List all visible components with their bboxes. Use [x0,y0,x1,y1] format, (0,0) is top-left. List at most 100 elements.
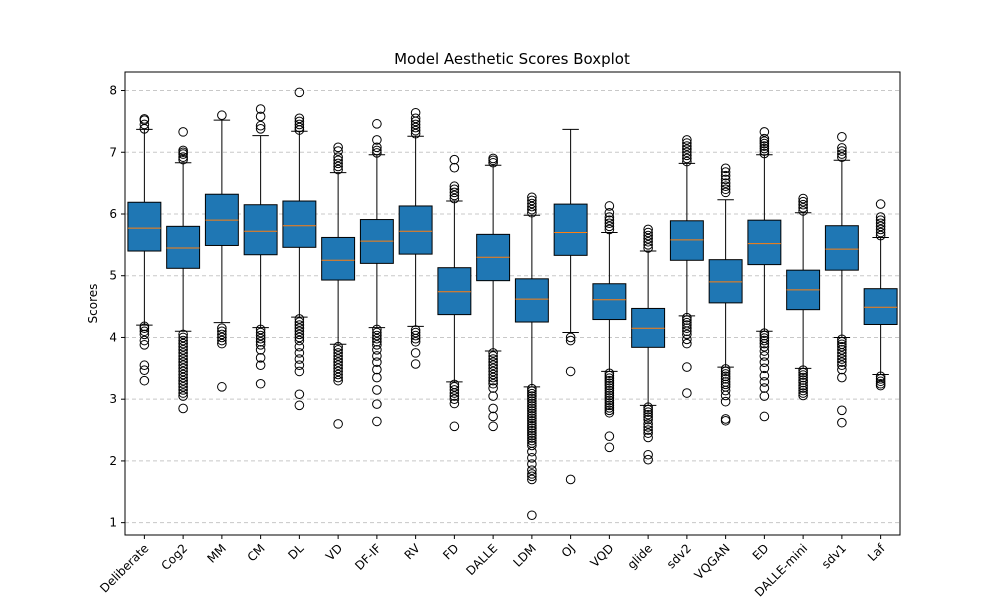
outlier-point [527,425,537,436]
outlier-point [294,314,305,324]
outlier-point [720,374,731,384]
outlier-point [798,383,808,393]
outlier-point [682,150,692,161]
outlier-point [333,354,343,364]
outlier-point [759,335,770,346]
outlier-point [720,181,731,192]
outlier-point [837,417,847,428]
outlier-point [527,201,537,212]
outlier-point [294,329,305,340]
outlier-point [294,332,305,343]
outlier-point [837,364,847,375]
outlier-point [488,403,498,414]
outlier-point [527,418,537,429]
outlier-point [294,348,305,358]
box-fd [437,200,472,383]
outlier-point [217,323,227,333]
outlier-point [178,329,188,340]
x-tick-label: sdv2 [664,541,694,571]
outlier-point [604,403,615,413]
outlier-point [604,431,615,442]
outlier-point [255,345,266,355]
outlier-point [875,221,886,232]
outlier-point [527,440,537,451]
outlier-point [720,390,731,401]
y-tick-label: 5 [109,269,117,283]
outlier-point [798,380,808,391]
outlier-point [643,449,653,460]
outlier-point [682,312,692,323]
box-body [747,219,782,266]
outlier-point [798,385,808,396]
outlier-point [837,334,847,345]
outlier-point [488,421,498,432]
outlier-point [294,323,305,333]
outlier-point [875,224,886,235]
outlier-point [333,161,343,172]
outlier-point [410,327,421,338]
outlier-point [178,372,188,383]
outlier-point [333,158,343,169]
outlier-point [759,328,770,338]
outlier-point [875,199,886,209]
outlier-point [372,357,382,367]
outlier-point [643,236,653,247]
outlier-point [449,193,460,204]
outlier-point [682,326,692,337]
outlier-point [643,428,653,438]
outlier-point [139,119,150,130]
outlier-point [759,143,770,154]
outlier-point [410,128,421,139]
box-sdv2 [669,162,704,317]
box-body [708,259,743,304]
outlier-point [720,366,731,377]
outlier-point [410,333,421,344]
outlier-point [798,203,808,213]
outlier-point [682,338,692,349]
outlier-point [759,363,770,374]
outlier-point [488,378,498,389]
outlier-point [410,330,421,341]
outlier-point [837,360,847,371]
outlier-point [875,215,886,225]
outlier-point [488,157,498,168]
outlier-point [837,132,847,142]
outlier-point [333,152,343,162]
outlier-point [488,153,498,164]
outlier-point [759,141,770,151]
plot-area-frame [124,71,901,536]
outlier-point [178,363,188,374]
outlier-point [527,406,537,416]
box-ldm [514,214,549,388]
outlier-point [798,196,808,207]
x-tick-label: LDM [511,541,539,569]
x-tick-label: Deliberate [97,541,151,595]
outlier-point [798,206,808,216]
outlier-point [139,326,150,337]
y-tick-label: 7 [109,145,117,159]
outlier-point [294,317,305,327]
outlier-point [643,454,653,465]
outlier-point [837,348,847,358]
outlier-point [178,369,188,380]
outlier-point [372,324,382,335]
outlier-point [798,365,808,375]
x-axis: Deliberate Cog2 MM CM DL VD DF-IF RV FD DALLE LDM O… [97,535,888,600]
x-tick-label: VQGAN [692,541,733,582]
outlier-point [217,382,227,392]
outlier-point [372,364,382,375]
box-body [166,225,201,269]
outlier-point [294,116,305,127]
outlier-point [178,382,188,392]
box-mm [204,119,239,324]
outlier-point [178,366,188,377]
outlier-point [604,400,615,411]
outlier-point [604,218,615,229]
outlier-point [255,330,266,341]
outlier-point [837,152,847,162]
outlier-point [527,459,537,469]
box-laf [863,236,898,375]
x-tick-label: VQD [588,541,617,570]
outlier-point [837,146,847,156]
